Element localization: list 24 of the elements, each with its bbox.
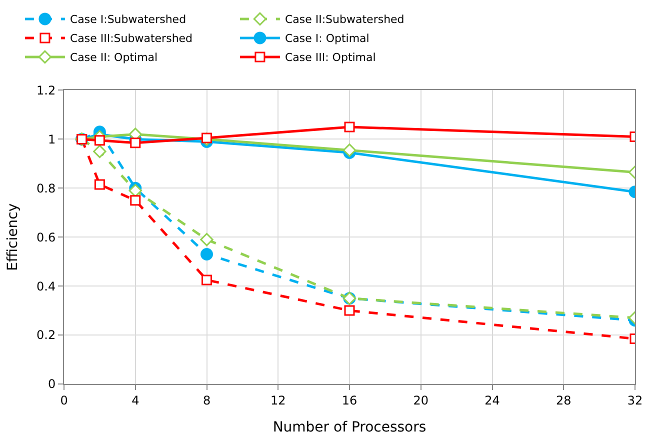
x-axis-title: Number of Processors (272, 420, 426, 436)
x-tick-label: 20 (413, 393, 429, 408)
x-tick-label: 32 (627, 393, 643, 408)
legend-label: Case II:Subwatershed (284, 13, 404, 26)
x-tick-label: 24 (484, 393, 500, 408)
legend-label: Case III:Subwatershed (70, 32, 193, 46)
y-tick-label: 1 (48, 132, 56, 146)
legend-label: Case I:Subwatershed (70, 13, 186, 26)
y-axis-title: Efficiency (5, 203, 22, 271)
x-tick-label: 28 (556, 393, 572, 408)
y-tick-label: 1.2 (36, 83, 56, 98)
x-tick-label: 4 (132, 393, 140, 408)
y-tick-label: 0 (48, 377, 56, 392)
x-tick-label: 0 (60, 393, 68, 408)
y-tick-label: 0.4 (36, 279, 56, 294)
x-tick-label: 16 (342, 393, 358, 408)
legend-label: Case III: Optimal (284, 51, 376, 64)
x-tick-label: 8 (202, 393, 211, 408)
legend-label: Case II: Optimal (70, 51, 158, 64)
legend-label: Case I: Optimal (284, 32, 370, 46)
y-tick-label: 0.6 (36, 230, 56, 244)
y-tick-label: 0.2 (36, 328, 56, 342)
x-tick-label: 12 (270, 393, 286, 408)
y-tick-label: 0.8 (36, 181, 56, 196)
